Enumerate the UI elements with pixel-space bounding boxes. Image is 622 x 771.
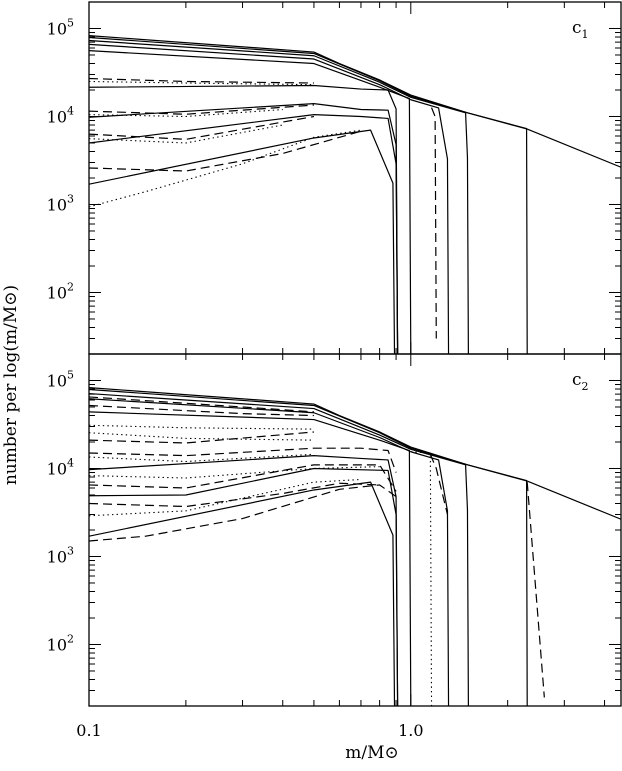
- y-tick-label-base: 10: [47, 371, 67, 390]
- y-tick-label-exponent: 3: [67, 192, 74, 205]
- y-tick-label: 104: [47, 104, 74, 126]
- series-line-dashed: [89, 482, 380, 508]
- y-tick-label-base: 10: [47, 635, 67, 654]
- y-tick-label-exponent: 4: [67, 456, 74, 469]
- series-line-solid: [89, 84, 399, 354]
- series-line-solid: [89, 481, 396, 706]
- y-tick-label-base: 10: [47, 547, 67, 566]
- panel-label-index: 1: [582, 28, 589, 41]
- y-tick-label-exponent: 4: [67, 104, 74, 117]
- y-tick-label-base: 10: [47, 283, 67, 302]
- series-line-dashed: [89, 396, 314, 413]
- panel-label-index: 2: [582, 380, 589, 393]
- series-line-dotted: [89, 108, 283, 118]
- y-tick-label-exponent: 2: [67, 632, 74, 645]
- series-line-dashed: [89, 404, 314, 417]
- series-line-solid: [89, 455, 399, 706]
- series-line-solid: [89, 411, 412, 706]
- y-tick-label-exponent: 2: [67, 280, 74, 293]
- series-line-solid: [89, 387, 621, 520]
- series-line-dotted: [89, 424, 314, 430]
- y-tick-label-base: 10: [47, 107, 67, 126]
- y-tick-label: 103: [47, 544, 74, 566]
- x-tick-label: 1.0: [398, 721, 423, 740]
- y-axis-label: number per log(m/M⊙): [1, 285, 21, 485]
- series-line-dashed: [89, 77, 314, 84]
- y-tick-label: 102: [47, 632, 74, 654]
- series-line-solid: [89, 50, 412, 354]
- series-line-dashed: [89, 130, 362, 172]
- series-line-solid: [89, 39, 469, 354]
- panel-label: c1: [572, 18, 589, 41]
- series-line-dotted: [89, 466, 380, 479]
- series-line-solid: [89, 392, 469, 706]
- series-group: [89, 387, 621, 706]
- series-line-dashed: [89, 115, 315, 140]
- series-line-solid: [89, 43, 450, 354]
- y-tick-label-exponent: 5: [67, 16, 74, 29]
- x-tick-label: 0.1: [76, 721, 101, 740]
- axis-ticks: [88, 1, 621, 355]
- series-line-solid: [89, 467, 399, 706]
- series-line-dashed: [429, 454, 449, 515]
- series-line-dashed: [89, 431, 314, 444]
- series-group: [89, 35, 621, 354]
- y-tick-label-exponent: 3: [67, 544, 74, 557]
- panel-label-letter: c: [572, 370, 582, 390]
- y-tick-label-base: 10: [47, 459, 67, 478]
- x-axis-label: m/M⊙: [345, 743, 399, 763]
- series-line-dashed: [430, 107, 437, 339]
- y-tick-label: 105: [47, 16, 74, 38]
- series-line-dotted: [89, 432, 314, 441]
- y-tick-label: 105: [47, 368, 74, 390]
- series-line-dashed: [526, 482, 545, 698]
- series-line-solid: [89, 388, 528, 706]
- series-line-dashed: [89, 464, 397, 492]
- series-line-dotted: [89, 80, 314, 86]
- y-tick-label: 102: [47, 280, 74, 302]
- series-line-dotted: [89, 124, 283, 144]
- y-tick-label-base: 10: [47, 195, 67, 214]
- axis-ticks: [88, 353, 621, 707]
- series-line-solid: [89, 129, 396, 354]
- y-tick-label: 104: [47, 456, 74, 478]
- y-tick-label: 103: [47, 192, 74, 214]
- series-line-dashed: [89, 104, 314, 115]
- panel-label: c2: [572, 370, 589, 393]
- panel-label-letter: c: [572, 18, 582, 38]
- series-line-dotted: [410, 451, 433, 706]
- series-line-dotted: [89, 478, 361, 517]
- y-tick-label-base: 10: [47, 19, 67, 38]
- series-line-dotted: [89, 129, 362, 208]
- series-line-solid: [89, 114, 399, 354]
- series-line-dashed: [89, 484, 397, 542]
- series-line-solid: [89, 36, 528, 354]
- series-line-dotted: [89, 453, 314, 463]
- y-tick-label-exponent: 5: [67, 368, 74, 381]
